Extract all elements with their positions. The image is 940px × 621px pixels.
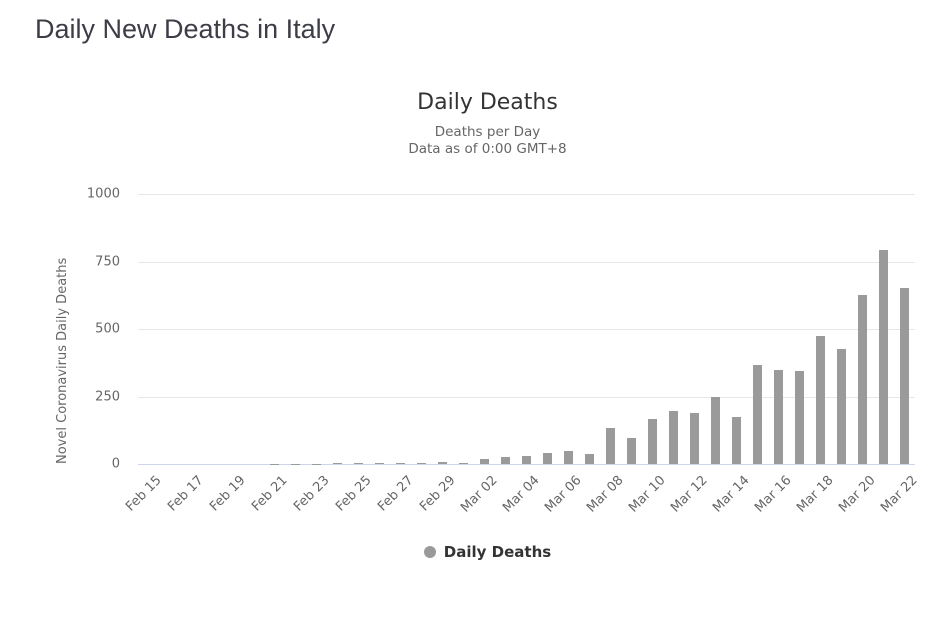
- chart-subtitle: Deaths per Day Data as of 0:00 GMT+8: [35, 124, 940, 158]
- chart-bar[interactable]: [837, 348, 846, 464]
- chart-bar[interactable]: [438, 461, 447, 464]
- chart-bar[interactable]: [354, 462, 363, 464]
- chart-bar[interactable]: [795, 370, 804, 464]
- gridline: [138, 194, 915, 195]
- chart-bar[interactable]: [816, 335, 825, 464]
- gridline: [138, 329, 915, 330]
- chart-bar[interactable]: [375, 463, 384, 464]
- y-axis-label: 0: [111, 456, 120, 472]
- chart-bar[interactable]: [648, 418, 657, 464]
- y-axis-label: 500: [95, 321, 120, 337]
- daily-deaths-chart: Daily Deaths Deaths per Day Data as of 0…: [35, 85, 940, 595]
- chart-bar[interactable]: [459, 462, 468, 464]
- page-title: Daily New Deaths in Italy: [35, 14, 336, 44]
- chart-title: Daily Deaths: [417, 90, 558, 115]
- chart-bar[interactable]: [774, 369, 783, 464]
- chart-bar[interactable]: [543, 452, 552, 464]
- chart-bar[interactable]: [480, 459, 489, 464]
- chart-bar[interactable]: [858, 294, 867, 464]
- chart-bar[interactable]: [606, 428, 615, 464]
- chart-bar[interactable]: [669, 411, 678, 464]
- chart-bar[interactable]: [585, 454, 594, 464]
- chart-bar[interactable]: [417, 462, 426, 464]
- chart-bar[interactable]: [396, 462, 405, 464]
- gridline: [138, 396, 915, 398]
- chart-bar[interactable]: [690, 412, 699, 464]
- gridline: [138, 261, 915, 263]
- plot-area: 0 250 500 750 1000 Feb 15 Feb 17 Feb 19 Feb 21 Fe…: [87, 187, 920, 516]
- legend-item-daily-deaths[interactable]: Daily Deaths: [35, 543, 940, 561]
- legend-marker-icon: [423, 546, 436, 558]
- chart-bar[interactable]: [333, 462, 342, 464]
- chart-bar[interactable]: [522, 456, 531, 464]
- chart-bar[interactable]: [732, 416, 741, 464]
- chart-subtitle-line1: Deaths per Day: [434, 124, 541, 140]
- y-axis-label: 250: [95, 389, 120, 404]
- chart-bar[interactable]: [564, 450, 573, 464]
- y-axis-label: 750: [95, 254, 120, 269]
- chart-bar[interactable]: [753, 364, 762, 464]
- chart-subtitle-line2: Data as of 0:00 GMT+8: [408, 141, 567, 157]
- chart-bar[interactable]: [627, 437, 636, 464]
- chart-bar[interactable]: [879, 249, 888, 464]
- legend-label: Daily Deaths: [443, 543, 552, 561]
- x-axis-line: [138, 464, 915, 465]
- chart-bar[interactable]: [900, 288, 909, 464]
- y-axis-label: 1000: [86, 186, 120, 202]
- chart-bar[interactable]: [501, 456, 510, 464]
- chart-bar[interactable]: [711, 396, 720, 464]
